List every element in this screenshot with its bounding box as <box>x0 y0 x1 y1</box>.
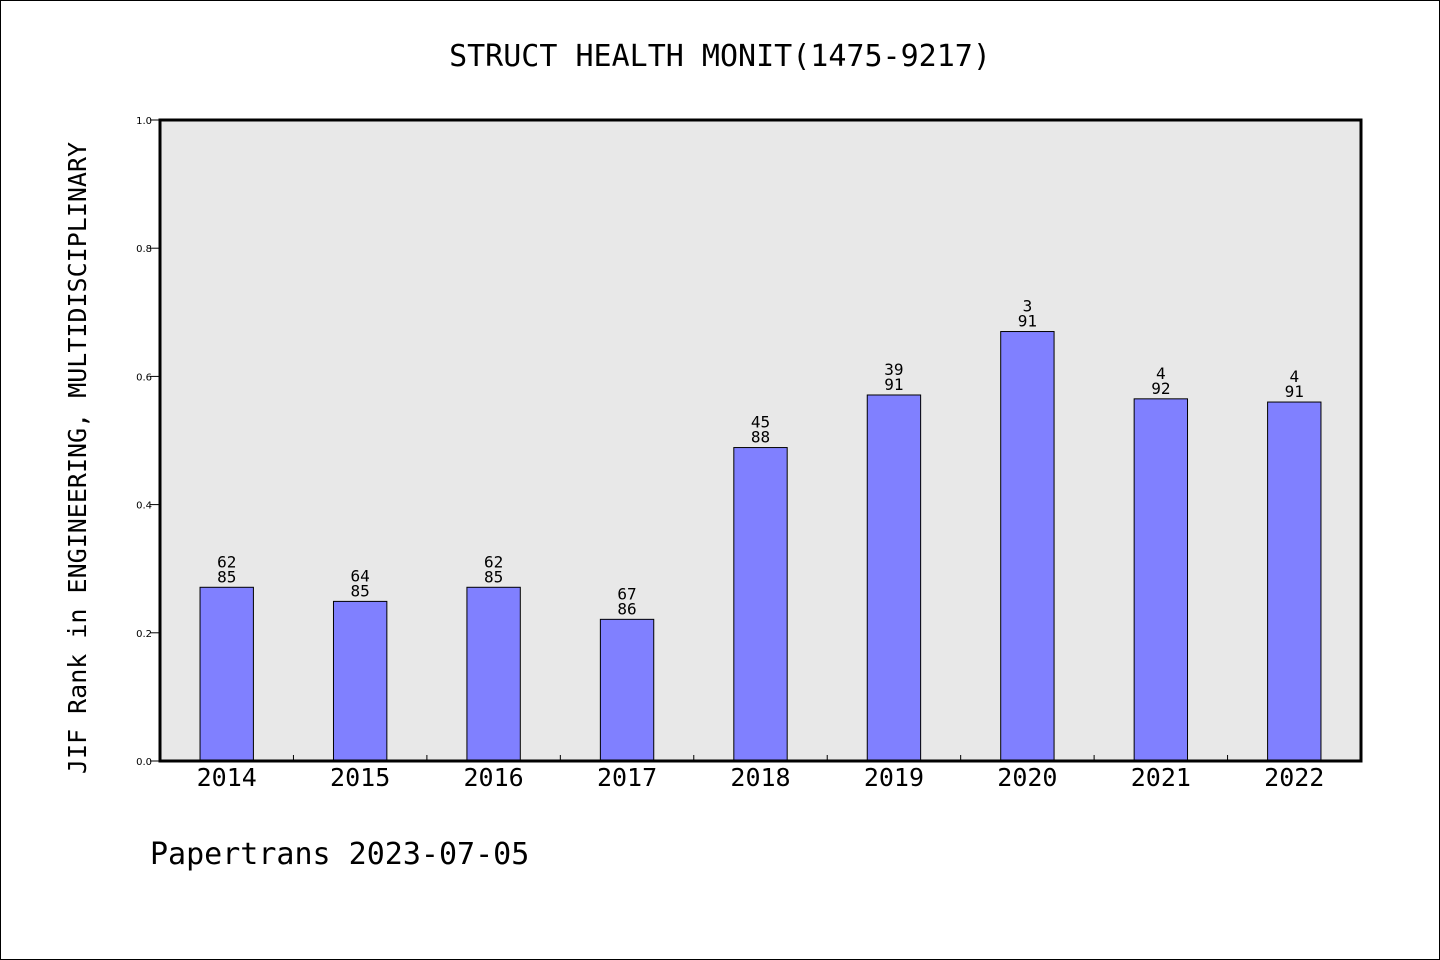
y-tick-label: 0.6 <box>136 372 152 383</box>
x-tick-label: 2021 <box>1131 763 1191 792</box>
footer-text: Papertrans 2023-07-05 <box>150 837 529 872</box>
x-tick-label: 2018 <box>730 763 790 792</box>
chart-title: STRUCT HEALTH MONIT(1475-9217) <box>449 39 991 74</box>
x-axis: 2014 2015 2016 2017 2018 2019 2020 2021 2022 <box>197 755 1324 792</box>
bar-2017 <box>599 618 655 762</box>
x-tick-label: 2019 <box>864 763 924 792</box>
bar-rank-label: 62 <box>217 552 236 571</box>
bar-rank-label: 39 <box>884 360 903 379</box>
bar-2018 <box>733 447 788 762</box>
bar-rank-label: 45 <box>751 413 770 432</box>
y-tick-label: 0.0 <box>136 757 152 768</box>
plot-border <box>158 118 1363 763</box>
bar-2014 <box>199 586 254 762</box>
y-tick-label: 0.8 <box>136 244 152 255</box>
bar-total-label: 92 <box>1151 379 1170 398</box>
x-tick-label: 2020 <box>997 763 1057 792</box>
y-tick-label: 1.0 <box>136 116 152 127</box>
bar-total-label: 86 <box>617 599 636 618</box>
x-tick-label: 2017 <box>597 763 657 792</box>
bar-rank-label: 62 <box>484 552 503 571</box>
bar-2020 <box>1000 331 1055 762</box>
bar-2019 <box>866 394 922 762</box>
x-tick-label: 2022 <box>1264 763 1324 792</box>
bar-rank-label: 3 <box>1023 297 1033 316</box>
y-tick-label: 0.2 <box>136 629 152 640</box>
bar-rank-label: 4 <box>1156 364 1166 383</box>
y-axis: 0.0 0.2 0.4 0.6 0.8 1.0 <box>136 116 160 768</box>
bar-2015 <box>332 600 388 762</box>
bar-total-label: 85 <box>484 567 503 586</box>
x-tick-label: 2015 <box>330 763 390 792</box>
bar-total-label: 85 <box>217 567 236 586</box>
bar-total-label: 88 <box>751 428 770 447</box>
bar-rank-label: 67 <box>617 584 636 603</box>
bar-total-label: 91 <box>1018 312 1037 331</box>
bar-2021 <box>1133 398 1189 762</box>
x-tick-label: 2016 <box>464 763 524 792</box>
bar-total-label: 85 <box>351 581 370 600</box>
bar-total-label: 91 <box>1285 382 1304 401</box>
y-axis-label: JIF Rank in ENGINEERING, MULTIDISCIPLINA… <box>63 142 92 774</box>
bar-rank-label: 64 <box>351 566 370 585</box>
y-tick-label: 0.4 <box>136 501 152 512</box>
bar-total-label: 91 <box>884 375 903 394</box>
bar-2022 <box>1267 401 1322 762</box>
x-tick-label: 2014 <box>197 763 257 792</box>
bar-rank-label: 4 <box>1289 367 1299 386</box>
bar-2016 <box>466 586 521 762</box>
